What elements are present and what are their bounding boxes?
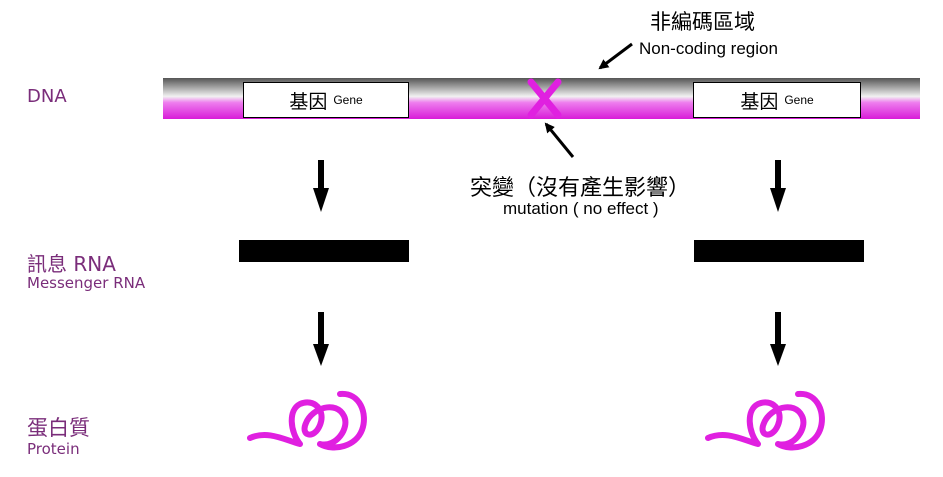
messenger-rna-label-english: Messenger RNA <box>27 274 146 292</box>
gene-label-chinese: 基因 <box>289 90 328 113</box>
down-arrow-right-2 <box>770 312 786 366</box>
down-arrow-left-2 <box>313 312 329 366</box>
protein-coil-right <box>705 390 825 451</box>
noncoding-region-label-chinese: 非編碼區域 <box>650 10 755 34</box>
mutation-label-chinese: 突變（沒有產生影響） <box>470 176 691 201</box>
mrna-bar-left <box>239 240 409 262</box>
mrna-bar-right <box>694 240 864 262</box>
down-arrow-left-1 <box>313 160 329 212</box>
messenger-rna-label-chinese: 訊息 RNA <box>27 252 116 276</box>
gene-label-english: Gene <box>784 93 814 107</box>
protein-coil-left <box>247 390 367 451</box>
dna-label: DNA <box>27 86 67 107</box>
mutation-x-mark <box>527 78 562 119</box>
noncoding-region-label-english: Non-coding region <box>639 39 778 58</box>
noncoding-pointer-arrow <box>598 42 633 70</box>
protein-label-english: Protein <box>27 440 80 458</box>
gene-label-chinese: 基因 <box>740 90 779 113</box>
gene-box-right: 基因 Gene <box>693 82 861 118</box>
mutation-pointer-arrow <box>544 122 575 158</box>
mutation-label-english: mutation ( no effect ) <box>503 199 659 218</box>
protein-label-chinese: 蛋白質 <box>27 416 90 440</box>
gene-box-left: 基因 Gene <box>243 82 409 118</box>
gene-label-english: Gene <box>333 93 363 107</box>
down-arrow-right-1 <box>770 160 786 212</box>
